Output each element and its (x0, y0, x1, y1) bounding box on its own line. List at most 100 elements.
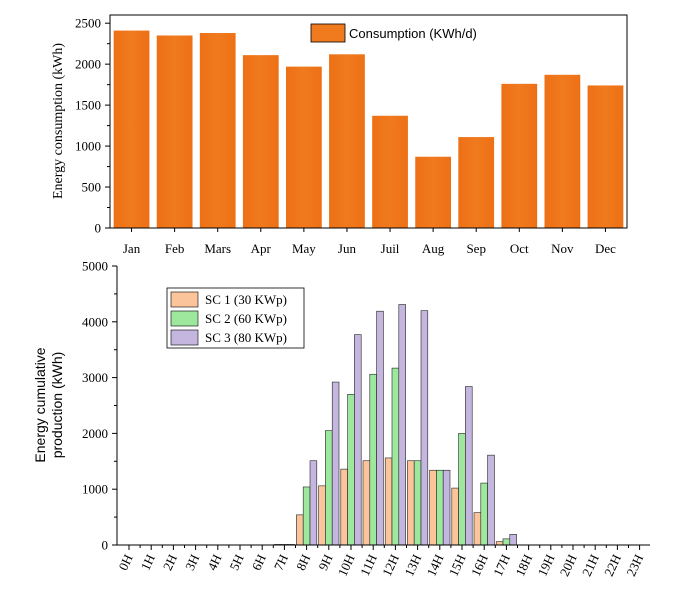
consumption-x-tick-label: Sep (466, 241, 486, 256)
production-bar-sc3 (487, 454, 495, 546)
production-x-ticks: 0H 1H 2H 3H 4H 5H 6H 7H 8H 9H 10H 11H 12H 13H 14H 15H 16… (115, 545, 646, 579)
production-x-tick-label: 11H (357, 552, 380, 578)
production-x-tick-label: 17H (490, 552, 513, 579)
production-x-tick-label: 5H (226, 552, 246, 573)
production-bar-sc1 (296, 514, 304, 546)
consumption-x-tick-label: Oct (510, 241, 529, 256)
production-bar-sc2 (502, 538, 511, 546)
consumption-bar (329, 54, 365, 228)
consumption-chart: 0 500 1000 1500 2000 2500 Jan Feb Mars Apr May Jun… (51, 14, 628, 256)
production-x-tick-label: 10H (335, 552, 358, 579)
production-x-tick-label: 4H (204, 552, 224, 573)
production-legend: SC 1 (30 KWp) SC 2 (60 KWp) SC 3 (80 KWp… (166, 287, 305, 349)
production-y-axis-title: Energy cumulative production (kWh) (32, 347, 65, 462)
consumption-x-tick-label: Dec (595, 241, 616, 256)
production-bar-sc1 (495, 541, 504, 546)
consumption-x-tick-label: Juil (381, 241, 400, 256)
production-x-tick-label: 21H (579, 552, 602, 579)
consumption-bar (587, 85, 624, 228)
production-bar-sc3 (465, 386, 473, 546)
production-bar-sc3 (354, 334, 362, 546)
production-bar-sc1 (384, 457, 393, 546)
production-x-tick-label: 16H (468, 552, 491, 579)
consumption-legend-swatch (310, 23, 346, 43)
production-x-tick-label: 15H (446, 552, 469, 579)
production-bar-sc2 (325, 430, 333, 546)
production-y-tick-label: 5000 (82, 259, 108, 274)
production-x-tick-label: 8H (293, 552, 313, 573)
production-x-tick-label: 20H (557, 552, 580, 579)
consumption-y-tick-label: 2500 (75, 16, 101, 31)
production-bar-sc2 (480, 482, 488, 546)
consumption-legend: Consumption (KWh/d) (310, 23, 477, 43)
consumption-bar (458, 137, 495, 228)
production-x-tick-label: 2H (160, 552, 180, 573)
production-y-axis-title-line2: production (kWh) (49, 352, 65, 459)
production-x-tick-label: 9H (315, 552, 335, 573)
production-bar-sc2 (458, 433, 466, 546)
production-x-tick-label: 13H (401, 552, 424, 579)
consumption-x-tick-label: Apr (251, 241, 272, 256)
consumption-y-tick-label: 1500 (75, 98, 101, 113)
production-bar-sc1 (451, 487, 459, 546)
consumption-x-tick-label: Jan (123, 241, 141, 256)
production-bar-sc3 (509, 534, 517, 546)
legend-label-sc2: SC 2 (60 KWp) (205, 311, 287, 326)
production-bars (273, 304, 517, 546)
production-x-tick-label: 7H (271, 552, 291, 573)
production-x-tick-label: 12H (379, 552, 402, 579)
production-bar-sc2 (413, 460, 422, 546)
consumption-y-tick-label: 0 (95, 221, 102, 236)
production-x-tick-label: 6H (249, 552, 269, 573)
production-bar-sc1 (362, 460, 371, 546)
production-bar-sc2 (302, 486, 311, 546)
production-y-tick-label: 4000 (82, 314, 108, 329)
production-y-axis-title-line1: Energy cumulative (32, 347, 48, 462)
consumption-y-ticks: 0 500 1000 1500 2000 2500 (75, 16, 110, 236)
production-bar-sc1 (340, 468, 348, 546)
production-y-tick-label: 1000 (82, 482, 108, 497)
production-x-tick-label: 14H (423, 552, 446, 579)
consumption-y-axis-title: Energy consumption (kWh) (51, 43, 66, 199)
production-bar-sc3 (398, 304, 406, 546)
consumption-x-tick-label: May (292, 241, 316, 256)
legend-swatch-sc2 (170, 310, 199, 327)
consumption-bar (199, 33, 236, 228)
production-bar-sc1 (429, 469, 437, 546)
production-y-tick-label: 2000 (82, 426, 108, 441)
production-x-tick-label: 18H (512, 552, 535, 579)
production-x-tick-label: 22H (601, 552, 624, 579)
consumption-bar (286, 66, 322, 228)
production-bar-sc2 (369, 373, 377, 546)
production-chart: 0 1000 2000 3000 4000 5000 0H 1H 2H 3H 4H 5H 6H 7H 8H… (32, 259, 650, 579)
production-bar-sc1 (407, 460, 415, 546)
production-bar-sc3 (420, 310, 429, 546)
consumption-bar (501, 83, 538, 228)
consumption-legend-label: Consumption (KWh/d) (349, 26, 477, 41)
legend-swatch-sc3 (170, 329, 199, 346)
production-bar-sc3 (442, 469, 451, 546)
production-x-tick-label: 19H (534, 552, 557, 579)
production-x-tick-label: 3H (182, 552, 202, 573)
consumption-y-tick-label: 1000 (75, 139, 101, 154)
consumption-x-tick-label: Mars (204, 241, 231, 256)
production-y-ticks: 0 1000 2000 3000 4000 5000 (82, 259, 117, 553)
production-x-tick-label: 1H (138, 552, 158, 573)
consumption-bar (113, 30, 150, 228)
production-y-tick-label: 0 (102, 538, 109, 553)
production-x-tick-label: 0H (115, 552, 135, 573)
consumption-x-tick-label: Jun (338, 241, 357, 256)
production-y-tick-label: 3000 (82, 370, 108, 385)
production-bar-sc2 (391, 367, 400, 546)
legend-label-sc3: SC 3 (80 KWp) (205, 330, 287, 345)
consumption-bar (372, 115, 408, 228)
consumption-plot-frame (109, 14, 628, 229)
consumption-x-ticks: Jan Feb Mars Apr May Jun Juil Aug Sep Oct Nov Dec (123, 228, 616, 256)
production-bar-sc2 (347, 394, 355, 546)
production-bar-sc3 (331, 381, 340, 546)
production-bar-sc1 (473, 512, 482, 546)
legend-swatch-sc1 (170, 291, 199, 308)
consumption-bars (113, 30, 624, 229)
consumption-bar (242, 55, 279, 228)
